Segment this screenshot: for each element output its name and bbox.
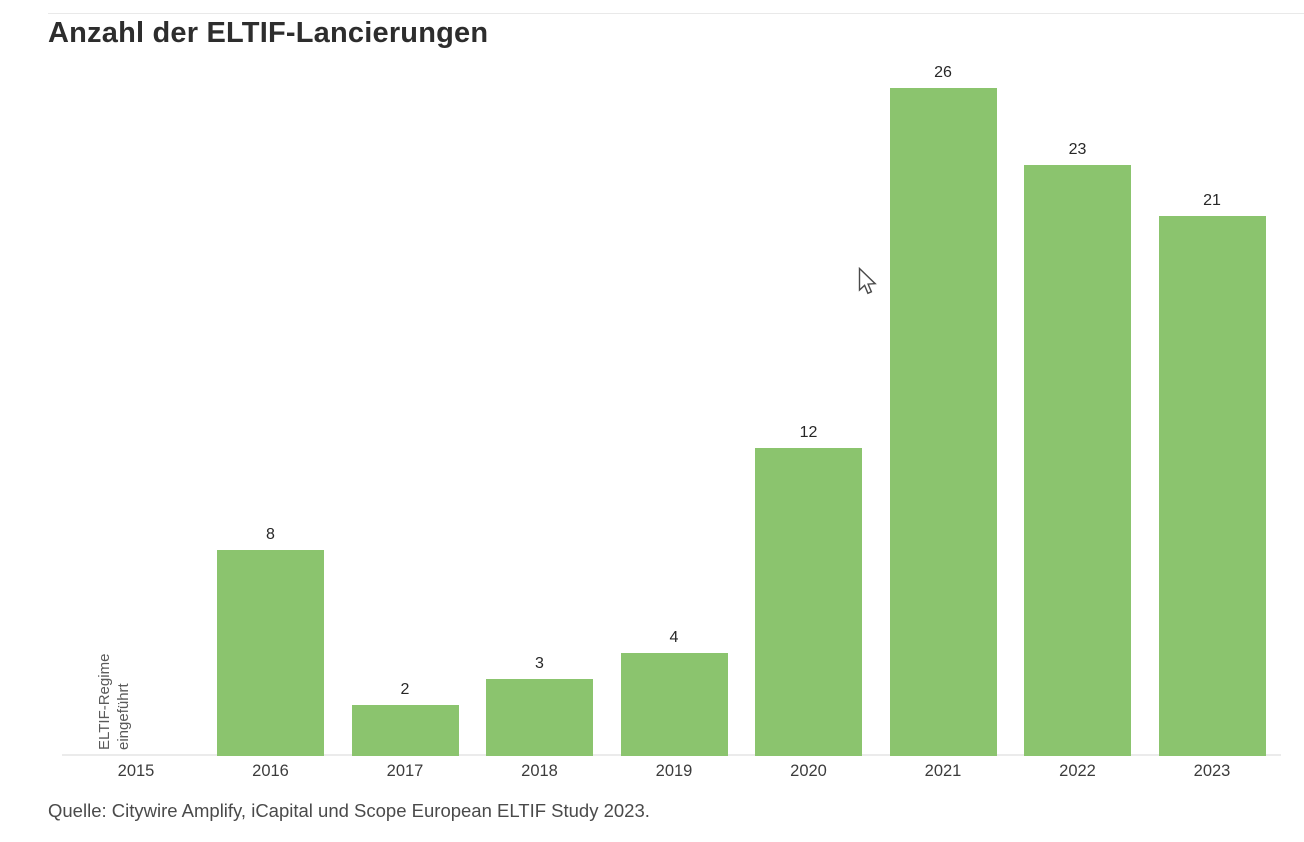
bar-value-label: 21 [1203, 192, 1221, 209]
bar-2018 [486, 679, 593, 756]
x-axis-label: 2022 [1059, 762, 1096, 780]
eltif-annotation: ELTIF-Regime eingeführt [95, 634, 133, 750]
bar-value-label: 12 [799, 424, 818, 441]
bar-2016 [217, 550, 324, 756]
bar-2017 [351, 705, 459, 756]
bar-2021 [889, 88, 997, 756]
bar-value-label: 4 [669, 629, 679, 646]
x-axis-label: 2018 [521, 762, 558, 780]
x-axis-label: 2021 [924, 762, 962, 780]
page-title: Anzahl der ELTIF-Lancierungen [48, 17, 489, 49]
bar-value-label: 8 [266, 526, 275, 543]
bar-value-label: 26 [934, 64, 952, 81]
annotation-line-1: ELTIF-Regime [96, 653, 113, 750]
bar-2022 [1024, 165, 1131, 756]
x-axis-label: 2019 [655, 762, 693, 780]
bar-2019 [620, 653, 728, 756]
x-axis-label: 2023 [1193, 762, 1231, 780]
x-axis-label: 2016 [252, 762, 289, 780]
x-axis-label: 2020 [790, 762, 827, 780]
annotation-line-2: eingeführt [115, 683, 132, 750]
x-axis-label: 2015 [117, 762, 155, 780]
bar-value-label: 3 [535, 655, 544, 672]
x-axis-label: 2017 [386, 762, 424, 780]
bar-2023 [1158, 216, 1266, 756]
source-note: Quelle: Citywire Amplify, iCapital und S… [48, 800, 650, 821]
bar-value-label: 2 [400, 681, 410, 698]
bar-value-label: 23 [1068, 141, 1087, 158]
top-divider [48, 13, 1304, 14]
bar-2020 [755, 448, 862, 756]
